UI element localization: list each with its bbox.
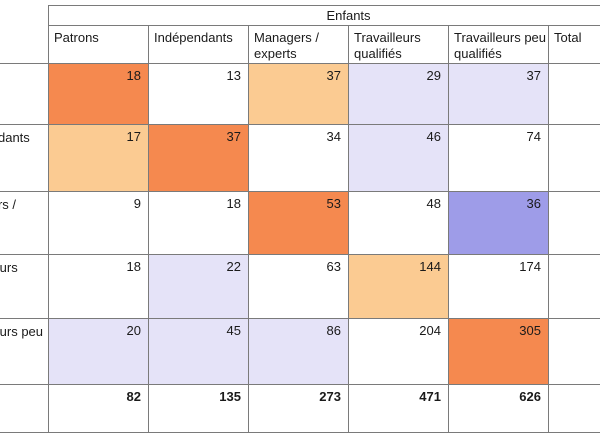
table-cell: 29 xyxy=(348,62,449,125)
table-cell: 174 xyxy=(448,253,549,319)
column-total-cell: 82 xyxy=(48,383,149,433)
table-cell: 305 xyxy=(448,317,549,385)
table-cell: 37 xyxy=(148,123,249,192)
table-row-managers-experts: Managers / experts 9 18 53 48 36 xyxy=(0,190,600,255)
row-label: Travailleurs qualifiés xyxy=(0,253,49,319)
table-cell: 13 xyxy=(148,62,249,125)
table-cell: 37 xyxy=(248,62,349,125)
row-label: Patrons xyxy=(0,62,49,125)
table-cell: 18 xyxy=(48,253,149,319)
crosstab-table: Enfants Patrons Indépendants Managers / … xyxy=(0,5,600,433)
table-row-travailleurs-qualifies: Travailleurs qualifiés 18 22 63 144 174 xyxy=(0,253,600,319)
table-cell: 74 xyxy=(448,123,549,192)
row-total-cell xyxy=(548,253,600,319)
table-row-patrons: Patrons 18 13 37 29 37 xyxy=(0,62,600,125)
table-cell: 204 xyxy=(348,317,449,385)
row-total-cell xyxy=(548,123,600,192)
row-total-cell xyxy=(548,62,600,125)
total-row-label xyxy=(0,383,49,433)
table-cell: 45 xyxy=(148,317,249,385)
table-cell: 37 xyxy=(448,62,549,125)
table-cell: 22 xyxy=(148,253,249,319)
grand-total-cell xyxy=(548,383,600,433)
column-header-travailleurs-qualifies: Travailleurs qualifiés xyxy=(348,25,449,64)
table-cell: 18 xyxy=(148,190,249,255)
row-total-cell xyxy=(548,317,600,385)
table-cell: 34 xyxy=(248,123,349,192)
table-cell: 9 xyxy=(48,190,149,255)
table-cell: 86 xyxy=(248,317,349,385)
column-header-managers-experts: Managers / experts xyxy=(248,25,349,64)
table-cell: 144 xyxy=(348,253,449,319)
row-label: Managers / experts xyxy=(0,190,49,255)
table-cell: 36 xyxy=(448,190,549,255)
table-row-travailleurs-peu-qualifies: Travailleurs peu qualifiés 20 45 86 204 … xyxy=(0,317,600,385)
table-cell: 46 xyxy=(348,123,449,192)
group-header-enfants: Enfants xyxy=(48,5,600,26)
total-row: 82 135 273 471 626 xyxy=(0,383,600,433)
table-cell: 48 xyxy=(348,190,449,255)
table-cell: 17 xyxy=(48,123,149,192)
row-label: Indépendants xyxy=(0,123,49,192)
column-total-cell: 273 xyxy=(248,383,349,433)
column-header-travailleurs-peu-qualifies: Travailleurs peu qualifiés xyxy=(448,25,549,64)
column-header-independants: Indépendants xyxy=(148,25,249,64)
column-total-cell: 471 xyxy=(348,383,449,433)
table-cell: 20 xyxy=(48,317,149,385)
corner-cell xyxy=(0,5,49,64)
column-total-cell: 135 xyxy=(148,383,249,433)
column-total-cell: 626 xyxy=(448,383,549,433)
column-header-patrons: Patrons xyxy=(48,25,149,64)
table-cell: 53 xyxy=(248,190,349,255)
table-row-independants: Indépendants 17 37 34 46 74 xyxy=(0,123,600,192)
column-header-total: Total xyxy=(548,25,600,64)
column-header-row: Patrons Indépendants Managers / experts … xyxy=(0,25,600,64)
table-cell: 18 xyxy=(48,62,149,125)
table-cell: 63 xyxy=(248,253,349,319)
row-total-cell xyxy=(548,190,600,255)
group-header-row: Enfants xyxy=(0,5,600,64)
row-label: Travailleurs peu qualifiés xyxy=(0,317,49,385)
